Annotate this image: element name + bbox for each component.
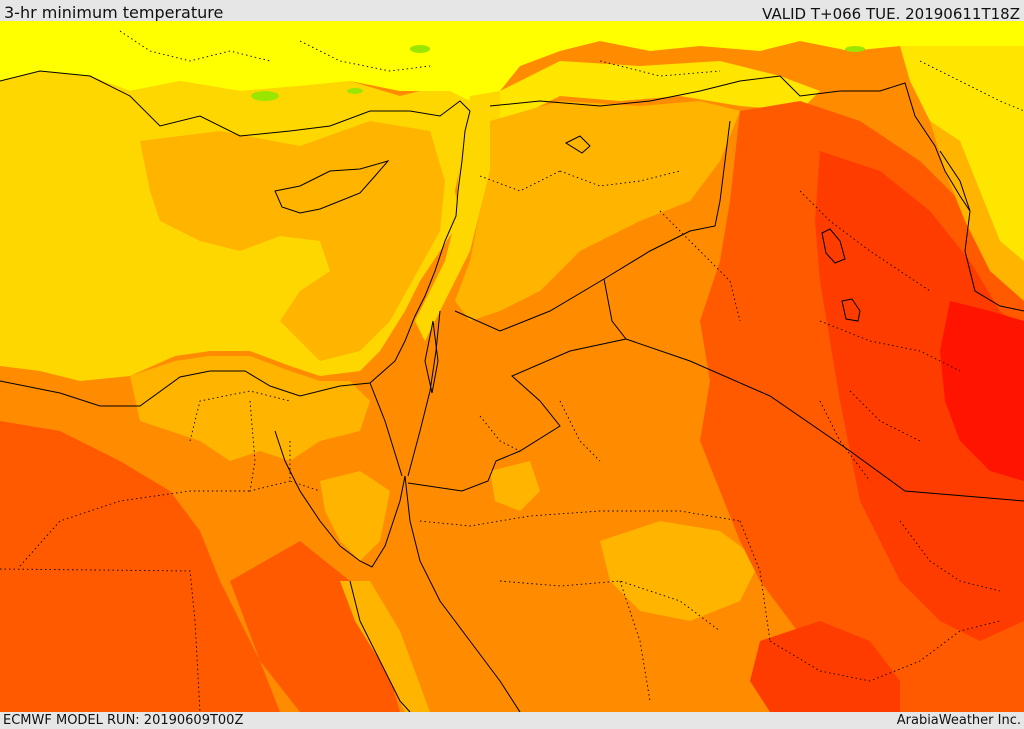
border-iraq-iran (779, 75, 971, 212)
map-title: 3-hr minimum temperature (4, 3, 224, 22)
province-line-9 (799, 190, 931, 292)
province-line-2 (0, 568, 201, 712)
border-west-bank (424, 320, 439, 394)
field-sinai-amber (320, 471, 390, 561)
coastline-turkey (0, 70, 471, 137)
field-lime-spot-4 (347, 88, 363, 94)
lake-tharthar (821, 228, 846, 264)
field-north-gold (490, 61, 820, 121)
field-redsea-amber (340, 581, 430, 712)
map-header: 3-hr minimum temperature VALID T+066 TUE… (0, 0, 1024, 23)
province-line-6 (559, 170, 681, 187)
field-east-red-orange (815, 151, 1024, 641)
province-line-11 (849, 390, 921, 442)
province-line-18 (819, 400, 871, 482)
temperature-map (0, 21, 1024, 712)
field-west-deep-orange-2 (230, 541, 400, 712)
field-syria-amber (455, 101, 740, 321)
coastline-gulf (939, 150, 1024, 312)
field-sea-amber (140, 121, 445, 361)
coastline-suez (274, 430, 406, 568)
province-line-3 (189, 390, 291, 442)
border-turkey-syria (489, 75, 781, 107)
province-line-23 (559, 400, 601, 462)
province-line-14 (619, 580, 651, 702)
field-lime-spot-3 (845, 46, 865, 52)
field-northeast-amber (930, 121, 1024, 301)
border-jordan-syria (454, 278, 605, 332)
province-line-8 (659, 210, 741, 322)
national-borders (369, 75, 1024, 502)
field-lime-spot-2 (410, 45, 430, 53)
province-line-16 (769, 620, 1001, 682)
province-line-17 (899, 520, 1001, 592)
field-west-deep-orange (0, 421, 280, 712)
valid-time-label: VALID T+066 TUE. 20190611T18Z (762, 5, 1020, 23)
province-line-24 (479, 415, 521, 452)
coastline-cyprus (274, 160, 390, 214)
lake-assad (564, 135, 591, 154)
coastline-redsea-west (349, 580, 411, 712)
province-line-12 (419, 510, 741, 527)
coastline-redsea-east (404, 475, 521, 712)
field-levant-gold (415, 91, 500, 341)
border-jordan-rift (407, 310, 441, 477)
border-syria-iraq (603, 120, 731, 280)
provincial-borders (0, 30, 1024, 712)
field-lime-spot-1 (251, 91, 279, 101)
credit-label: ArabiaWeather Inc. (896, 713, 1021, 728)
lake-razzaza (841, 298, 861, 322)
province-line-10 (819, 320, 961, 372)
field-red-core (940, 301, 1024, 481)
field-egypt-amber (130, 356, 370, 461)
map-footer: ECMWF MODEL RUN: 20190609T00Z ArabiaWeat… (0, 712, 1024, 729)
border-iraq-saudi (625, 338, 1024, 502)
province-line-7 (479, 170, 561, 192)
province-line-19 (119, 30, 271, 62)
field-saudi-amber-1 (600, 521, 760, 621)
border-jordan-saudi (407, 278, 627, 492)
border-israel-egypt (369, 382, 403, 477)
field-saudi-amber-2 (490, 461, 540, 511)
field-north-yellow (0, 21, 1024, 106)
field-south-red-orange (750, 621, 900, 712)
model-run-label: ECMWF MODEL RUN: 20190609T00Z (3, 713, 244, 728)
